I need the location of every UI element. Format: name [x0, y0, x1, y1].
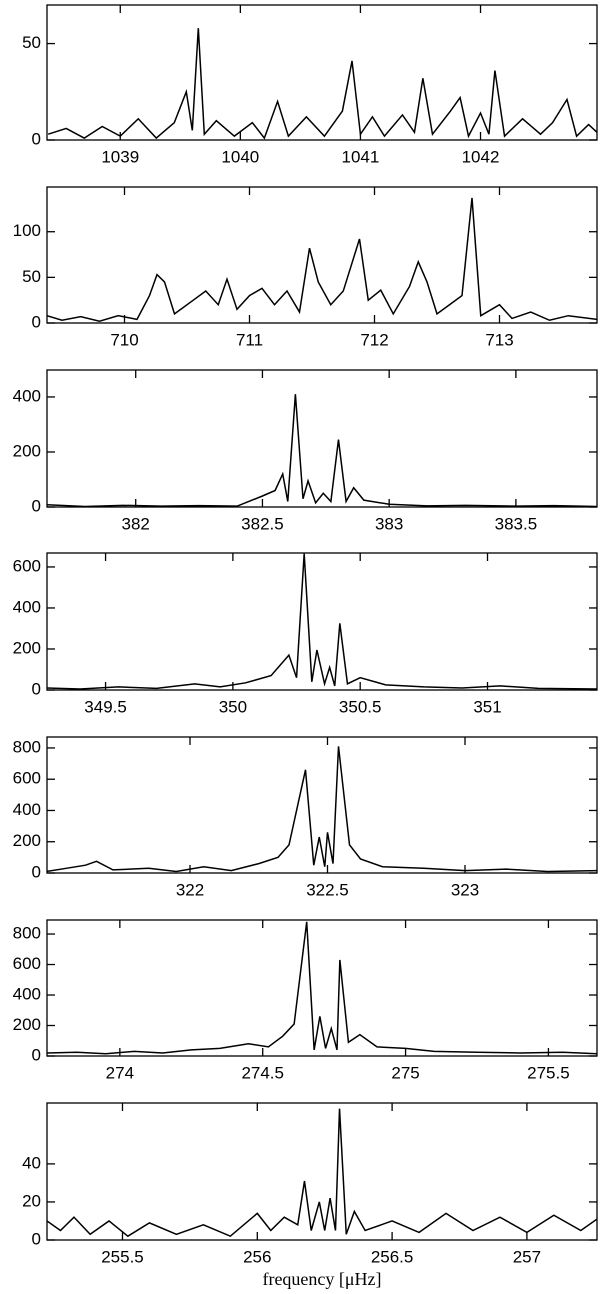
- x-tick-label: 711: [236, 330, 263, 349]
- panel: 1039 1040 1041 1042 0 50: [22, 4, 598, 166]
- y-tick-label: 400: [13, 984, 41, 1003]
- spectrum-line: [47, 197, 597, 322]
- panel: 710 711 712 713 0 50 100: [13, 186, 598, 349]
- x-tick-label: 351: [473, 697, 501, 716]
- plot-frame: [46, 1102, 598, 1241]
- x-tick-label: 275.5: [527, 1063, 570, 1082]
- spectrum-line: [47, 28, 597, 140]
- x-tick-label: 383: [375, 514, 403, 533]
- x-tick-label: 323: [451, 880, 479, 899]
- plot-frame: [46, 186, 598, 324]
- x-tick-label: 256: [243, 1247, 271, 1266]
- x-tick-label: 274: [106, 1063, 134, 1082]
- spectrum-line: [47, 1108, 597, 1238]
- y-tick-label: 800: [13, 924, 41, 943]
- x-tick-label: 1042: [462, 147, 500, 166]
- y-tick-label: 0: [32, 1045, 41, 1064]
- x-tick-label: 1041: [342, 147, 380, 166]
- y-tick-label: 600: [13, 556, 41, 575]
- x-tick-label: 1040: [221, 147, 259, 166]
- x-tick-label: 322: [176, 880, 204, 899]
- y-tick-label: 200: [13, 1015, 41, 1034]
- spectrum-line: [47, 553, 597, 690]
- x-tick-label: 1039: [101, 147, 139, 166]
- x-tick-label: 383.5: [495, 514, 538, 533]
- plot-frame: [46, 919, 598, 1057]
- spectrum-line: [47, 746, 597, 873]
- y-tick-label: 400: [13, 386, 41, 405]
- x-tick-label: 322.5: [306, 880, 349, 899]
- panel: 382 382.5 383 383.5 0 200 400: [13, 369, 598, 533]
- panel: 255.5 256 256.5 257 0 20 40 frequency [μHz]: [22, 1102, 598, 1289]
- y-tick-label: 0: [32, 1229, 41, 1248]
- plot-frame: [46, 552, 598, 691]
- x-tick-label: 257: [513, 1247, 541, 1266]
- x-tick-label: 349.5: [84, 697, 127, 716]
- y-tick-label: 200: [13, 831, 41, 850]
- x-tick-label: 350: [219, 697, 247, 716]
- y-tick-label: 0: [32, 679, 41, 698]
- panel: 322 322.5 323 0 200 400 600 800: [13, 736, 598, 899]
- y-tick-label: 0: [32, 129, 41, 148]
- x-tick-label: 713: [485, 330, 513, 349]
- y-tick-label: 20: [22, 1191, 41, 1210]
- y-tick-label: 600: [13, 954, 41, 973]
- x-tick-label: 710: [110, 330, 138, 349]
- plot-frame: [46, 736, 598, 874]
- y-tick-label: 400: [13, 800, 41, 819]
- x-tick-label: 712: [360, 330, 388, 349]
- x-tick-label: 274.5: [241, 1063, 284, 1082]
- x-tick-label: 350.5: [339, 697, 382, 716]
- x-axis-label: frequency [μHz]: [262, 1269, 381, 1289]
- spectrum-line: [47, 921, 597, 1055]
- y-tick-label: 40: [22, 1153, 41, 1172]
- y-tick-label: 50: [22, 33, 41, 52]
- y-tick-label: 100: [13, 221, 41, 240]
- x-tick-label: 275: [391, 1063, 419, 1082]
- x-tick-label: 382.5: [241, 514, 284, 533]
- panel: 274 274.5 275 275.5 0 200 400 600 800: [13, 919, 598, 1082]
- spectrum-line: [47, 394, 597, 507]
- x-tick-label: 382: [122, 514, 150, 533]
- x-tick-label: 255.5: [101, 1247, 144, 1266]
- plot-frame: [46, 4, 598, 141]
- y-tick-label: 200: [13, 638, 41, 657]
- y-tick-label: 400: [13, 597, 41, 616]
- y-tick-label: 600: [13, 769, 41, 788]
- y-tick-label: 0: [32, 496, 41, 515]
- y-tick-label: 0: [32, 862, 41, 881]
- y-tick-label: 800: [13, 737, 41, 756]
- y-tick-label: 0: [32, 312, 41, 331]
- x-tick-label: 256.5: [371, 1247, 414, 1266]
- panel: 349.5 350 350.5 351 0 200 400 600: [13, 552, 598, 716]
- y-tick-label: 200: [13, 441, 41, 460]
- y-tick-label: 50: [22, 267, 41, 286]
- plot-frame: [46, 369, 598, 508]
